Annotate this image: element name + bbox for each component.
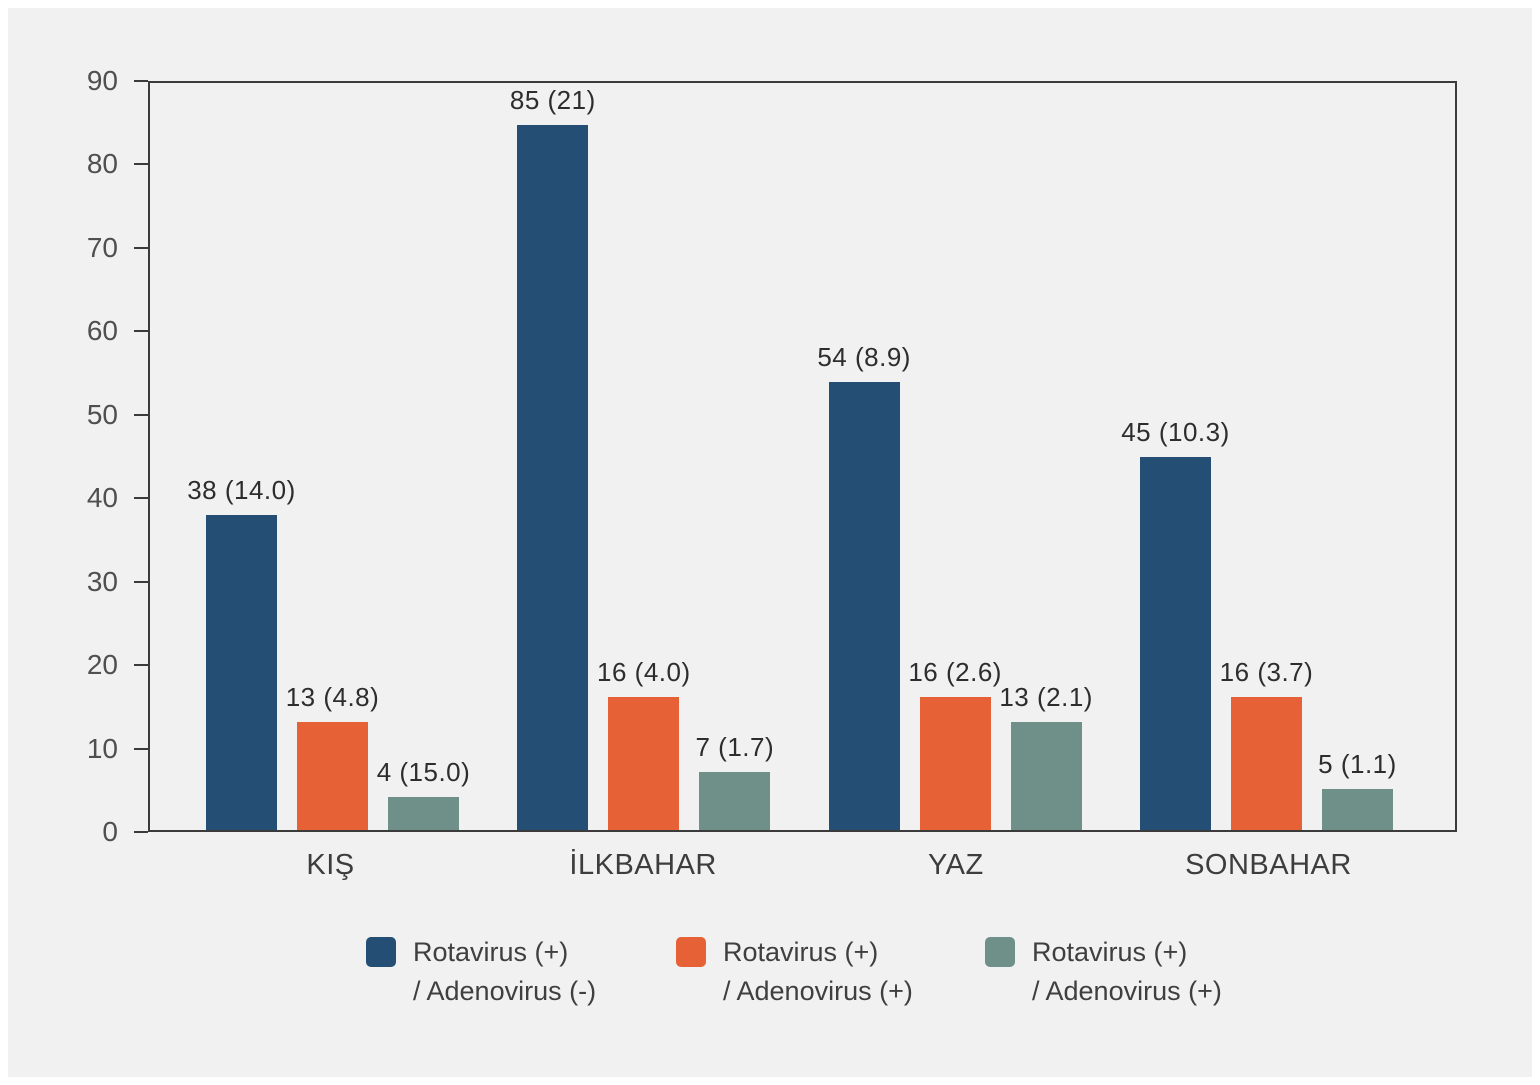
x-label-3: YAZ	[927, 849, 984, 881]
legend-label-line: Rotavirus (+)	[1032, 937, 1188, 967]
legend: Rotavirus (+) / Adenovirus (-) Rotavirus (…	[8, 933, 1532, 1053]
bar-value-label: 16 (2.6)	[908, 657, 1002, 688]
bar-series2-1: 13 (4.8)	[286, 682, 379, 830]
y-tick-mark	[134, 497, 148, 500]
x-label-1: KIŞ	[306, 849, 355, 881]
y-tick-label: 60	[86, 315, 118, 347]
plot-area: 38 (14.0) 13 (4.8) 4 (15.0) 85 (21) 16 (4.0)…	[148, 81, 1457, 832]
bar-series2-3: 16 (2.6)	[908, 657, 1001, 830]
legend-swatch	[985, 937, 1015, 967]
legend-label-line: / Adenovirus (+)	[1032, 976, 1222, 1006]
bar-groups: 38 (14.0) 13 (4.8) 4 (15.0) 85 (21) 16 (4.0)…	[150, 83, 1455, 830]
y-tick-mark	[134, 831, 148, 833]
y-tick-mark	[134, 80, 148, 82]
legend-item-1: Rotavirus (+) / Adenovirus (-)	[366, 933, 596, 1011]
bar-value-label: 16 (3.7)	[1219, 657, 1314, 688]
legend-swatch	[676, 937, 706, 967]
bar-value-label: 4 (15.0)	[376, 756, 471, 787]
bar-series2-2: 16 (4.0)	[597, 657, 690, 830]
bar-value-label: 13 (2.1)	[999, 682, 1093, 713]
y-tick-label: 70	[86, 231, 118, 263]
legend-label-line: Rotavirus (+)	[723, 937, 879, 967]
bar-series3-1: 4 (15.0)	[377, 757, 470, 830]
x-label-4: SONBAHAR	[1185, 849, 1352, 881]
y-tick-label: 90	[86, 65, 118, 96]
y-tick-label: 50	[86, 398, 118, 430]
y-tick-mark	[134, 747, 148, 750]
bar-series3-3: 13 (2.1)	[999, 682, 1092, 830]
legend-item-2: Rotavirus (+) / Adenovirus (+)	[676, 933, 913, 1011]
chart-canvas: 0 10 20 30 40 50 60 70 80 90 38 (14.0) 13 (4.8) 4 (…	[8, 8, 1532, 1077]
bar-series1-4: 45 (10.3)	[1121, 417, 1229, 830]
y-tick-label: 40	[86, 482, 118, 514]
x-axis-labels: KIŞ İLKBAHAR YAZ SONBAHAR	[148, 832, 1457, 882]
bar-value-label: 13 (4.8)	[285, 682, 380, 713]
y-tick-mark	[134, 413, 148, 416]
legend-label: Rotavirus (+) / Adenovirus (+)	[723, 933, 913, 1011]
bar-series3-2: 7 (1.7)	[696, 732, 774, 830]
bar-value-label: 16 (4.0)	[597, 657, 691, 688]
bar-value-label: 38 (14.0)	[187, 474, 296, 505]
bar-value-label: 85 (21)	[509, 84, 596, 115]
legend-label-line: / Adenovirus (-)	[413, 976, 597, 1006]
legend-label: Rotavirus (+) / Adenovirus (+)	[1032, 933, 1222, 1011]
y-tick-label: 30	[86, 565, 118, 597]
y-tick-mark	[134, 246, 148, 249]
legend-label-line: / Adenovirus (+)	[723, 976, 913, 1006]
y-tick-label: 10	[86, 732, 118, 764]
bar-group-1: 38 (14.0) 13 (4.8) 4 (15.0)	[187, 83, 470, 830]
y-tick-mark	[134, 163, 148, 166]
bar-group-4: 45 (10.3) 16 (3.7) 5 (1.1)	[1121, 83, 1396, 830]
y-tick-label: 0	[102, 816, 118, 847]
y-tick-mark	[134, 580, 148, 583]
x-label-2: İLKBAHAR	[569, 849, 717, 881]
legend-label: Rotavirus (+) / Adenovirus (-)	[413, 933, 596, 1011]
legend-swatch	[366, 937, 396, 967]
bar-series1-3: 54 (8.9)	[817, 342, 910, 830]
bar-series1-1: 38 (14.0)	[187, 475, 295, 830]
y-axis: 0 10 20 30 40 50 60 70 80 90	[8, 65, 148, 847]
y-tick-label: 80	[86, 148, 118, 180]
bar-value-label: 54 (8.9)	[817, 341, 911, 372]
bar-series2-4: 16 (3.7)	[1220, 657, 1313, 830]
bar-series3-4: 5 (1.1)	[1318, 749, 1396, 830]
y-tick-mark	[134, 330, 148, 333]
bar-group-3: 54 (8.9) 16 (2.6) 13 (2.1)	[817, 83, 1092, 830]
bar-group-2: 85 (21) 16 (4.0) 7 (1.7)	[510, 83, 774, 830]
bar-series1-2: 85 (21)	[510, 85, 595, 830]
y-tick-mark	[134, 664, 148, 667]
y-tick-label: 20	[86, 649, 118, 681]
legend-label-line: Rotavirus (+)	[413, 937, 569, 967]
bar-value-label: 7 (1.7)	[695, 731, 775, 762]
bar-value-label: 5 (1.1)	[1318, 748, 1397, 779]
bar-value-label: 45 (10.3)	[1121, 416, 1230, 447]
legend-item-3: Rotavirus (+) / Adenovirus (+)	[985, 933, 1222, 1011]
